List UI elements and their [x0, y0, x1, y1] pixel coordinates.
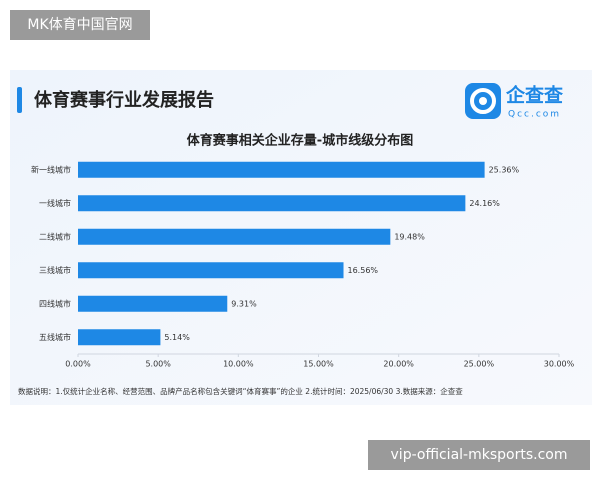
watermark-text: vip-official-mksports.com — [391, 447, 568, 463]
logo-dot — [479, 97, 487, 105]
x-tick-label: 10.00% — [223, 360, 254, 369]
report-title: 体育赛事行业发展报告 — [34, 89, 214, 111]
y-tick-label: 四线城市 — [39, 298, 71, 308]
footnote: 数据说明：1.仅统计企业名称、经营范围、品牌产品名称包含关键词“体育赛事”的企业… — [18, 386, 463, 396]
y-tick-label: 一线城市 — [39, 198, 71, 208]
chart-title: 体育赛事相关企业存量-城市线级分布图 — [187, 133, 413, 149]
y-tick-label: 新一线城市 — [31, 164, 71, 174]
logo-ring — [470, 88, 496, 114]
watermark-box — [368, 440, 590, 470]
y-tick-label: 五线城市 — [39, 332, 71, 342]
x-tick-label: 20.00% — [383, 360, 414, 369]
value-label: 25.36% — [489, 165, 520, 174]
bar — [78, 161, 485, 178]
y-tick-label: 三线城市 — [39, 265, 71, 275]
value-label: 9.31% — [231, 299, 257, 308]
x-tick-label: 30.00% — [544, 360, 575, 369]
bar — [78, 195, 466, 212]
bar — [78, 295, 228, 312]
value-label: 5.14% — [164, 333, 190, 342]
value-label: 16.56% — [348, 266, 379, 275]
watermark-box — [10, 10, 150, 40]
y-tick-label: 二线城市 — [39, 231, 71, 241]
value-label: 24.16% — [469, 199, 500, 208]
x-tick-label: 0.00% — [65, 360, 91, 369]
x-tick-label: 15.00% — [303, 360, 334, 369]
bar — [78, 228, 391, 245]
logo-url: Qcc.com — [508, 110, 561, 120]
watermark-text: MK体育中国官网 — [27, 17, 132, 33]
logo-name: 企查查 — [505, 84, 564, 107]
x-tick-label: 5.00% — [145, 360, 171, 369]
header-accent — [17, 87, 22, 113]
x-tick-label: 25.00% — [464, 360, 495, 369]
value-label: 19.48% — [394, 232, 425, 241]
bar — [78, 262, 344, 279]
bar — [78, 329, 161, 346]
